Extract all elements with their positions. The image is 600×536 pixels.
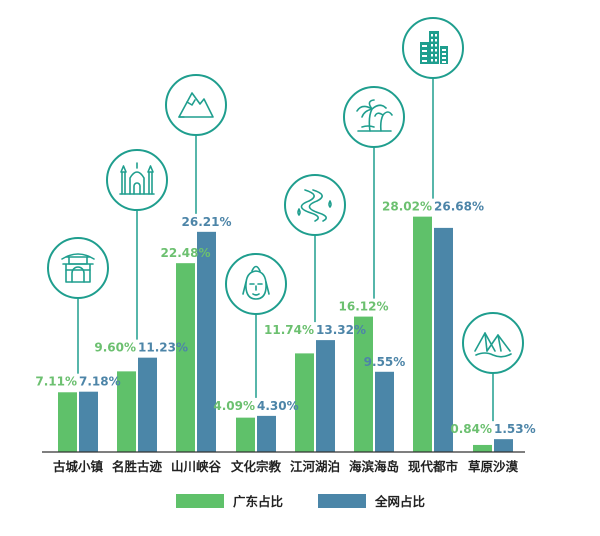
value-label-guangdong: 9.60% xyxy=(94,341,136,355)
bar-national xyxy=(79,391,98,452)
legend-swatch-guangdong xyxy=(176,494,224,508)
bar-national xyxy=(375,371,394,452)
category-labels: 古城小镇 名胜古迹 山川峡谷 文化宗教 江河湖泊 海滨海岛 现代都市 草原沙漠 xyxy=(53,459,519,474)
category-label: 文化宗教 xyxy=(231,459,282,474)
icon-connector-lines xyxy=(77,78,494,422)
value-labels: 7.11% 7.18% 9.60% 11.23% 22.48% 26.21% 4.09% 4.… xyxy=(35,200,535,437)
bar-guangdong xyxy=(176,263,195,452)
value-label-guangdong: 16.12% xyxy=(339,300,389,314)
value-label-national: 4.30% xyxy=(257,399,299,413)
value-label-guangdong: 4.09% xyxy=(213,399,255,413)
value-label-national: 1.53% xyxy=(494,422,536,436)
bar-guangdong xyxy=(473,444,492,452)
palm-tree-icon xyxy=(343,86,405,148)
bars xyxy=(58,216,513,452)
value-label-guangdong: 7.11% xyxy=(35,375,77,389)
bar-guangdong xyxy=(354,316,373,452)
value-label-national: 13.32% xyxy=(316,323,366,337)
bar-national xyxy=(316,340,335,452)
legend-label-national: 全网占比 xyxy=(374,494,426,509)
skyscraper-icon xyxy=(402,17,464,79)
value-label-guangdong: 0.84% xyxy=(450,422,492,436)
bar-guangdong xyxy=(295,353,314,452)
buddha-icon xyxy=(225,253,287,315)
bar-national xyxy=(257,415,276,452)
category-label: 名胜古迹 xyxy=(112,459,163,474)
legend-swatch-national xyxy=(318,494,366,508)
bar-guangdong xyxy=(236,417,255,452)
value-label-national: 9.55% xyxy=(364,355,406,369)
category-label: 草原沙漠 xyxy=(468,459,519,474)
bar-guangdong xyxy=(58,392,77,452)
bar-national xyxy=(138,357,157,452)
value-label-national: 7.18% xyxy=(79,375,121,389)
category-label: 山川峡谷 xyxy=(171,459,222,474)
mountain-icon xyxy=(165,74,227,136)
value-label-national: 11.23% xyxy=(138,341,188,355)
value-label-guangdong: 11.74% xyxy=(264,323,314,337)
bar-guangdong xyxy=(117,371,136,452)
bar-national xyxy=(434,227,453,452)
category-label: 海滨海岛 xyxy=(349,459,399,474)
legend-label-guangdong: 广东占比 xyxy=(233,494,284,509)
value-label-guangdong: 22.48% xyxy=(161,246,211,260)
bar-guangdong xyxy=(413,216,432,452)
category-label: 江河湖泊 xyxy=(290,459,340,474)
value-label-national: 26.21% xyxy=(182,215,232,229)
category-icons xyxy=(47,17,524,374)
river-icon xyxy=(284,174,346,236)
desert-dunes-icon xyxy=(462,312,524,374)
category-label: 古城小镇 xyxy=(53,459,104,474)
value-label-national: 26.68% xyxy=(434,200,484,214)
category-label: 现代都市 xyxy=(408,459,459,474)
value-label-guangdong: 28.02% xyxy=(382,200,432,214)
bar-national xyxy=(197,231,216,452)
palace-icon xyxy=(106,149,168,211)
bar-national xyxy=(494,439,513,452)
legend: 广东占比 全网占比 xyxy=(176,494,426,509)
gate-tower-icon xyxy=(47,237,109,299)
